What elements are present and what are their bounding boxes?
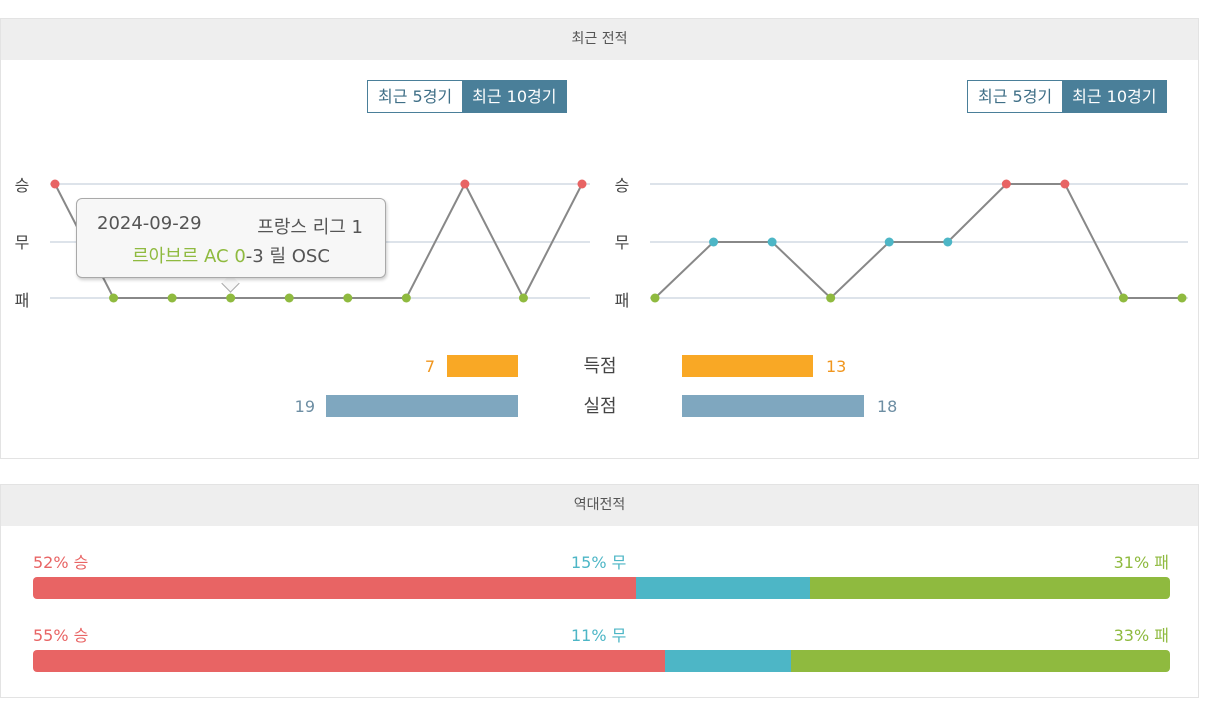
left-ylabel-loss: 패 — [14, 291, 30, 310]
left-form-point-5 — [284, 293, 294, 303]
h2h-row1-loss-segment — [810, 577, 1170, 599]
left-scored-bar — [447, 355, 518, 377]
right-form-point-1 — [650, 293, 660, 303]
left-form-point-10 — [577, 179, 587, 189]
right-form-line — [654, 183, 1182, 300]
head-to-head-title: 역대전적 — [1, 485, 1198, 526]
right-range-tabs: 최근 5경기 최근 10경기 — [967, 80, 1168, 113]
left-tab-last-5[interactable]: 최근 5경기 — [368, 81, 463, 112]
h2h-row1-draw-label: 15% 무 — [571, 553, 627, 572]
h2h-row2-bar — [33, 650, 1170, 672]
left-ylabel-draw: 무 — [14, 233, 30, 252]
right-ylabel-loss: 패 — [614, 291, 630, 310]
right-form-point-9 — [1118, 293, 1128, 303]
h2h-row1-bar — [33, 577, 1170, 599]
h2h-row1-loss-label: 31% 패 — [1113, 553, 1169, 572]
left-conceded-value: 19 — [294, 397, 315, 416]
left-form-point-6 — [343, 293, 353, 303]
right-form-point-10 — [1177, 293, 1187, 303]
right-form-point-7 — [1001, 179, 1011, 189]
scored-label: 득점 — [583, 356, 617, 377]
right-form-point-2 — [709, 237, 719, 247]
right-conceded-value: 18 — [877, 397, 898, 416]
tooltip-league: 프랑스 리그 1 — [257, 217, 363, 238]
right-form-point-3 — [767, 237, 777, 247]
left-form-point-3 — [167, 293, 177, 303]
right-form-point-8 — [1060, 179, 1070, 189]
right-conceded-bar — [682, 395, 864, 417]
match-tooltip: 2024-09-29 프랑스 리그 1 르아브르 AC 0-3 릴 OSC — [76, 198, 386, 278]
right-form-point-6 — [943, 237, 953, 247]
left-form-point-8 — [460, 179, 470, 189]
right-ylabel-draw: 무 — [614, 233, 630, 252]
left-form-point-7 — [401, 293, 411, 303]
recent-form-title: 최근 전적 — [1, 19, 1198, 60]
left-ylabel-win: 승 — [14, 176, 30, 195]
left-form-point-1 — [50, 179, 60, 189]
tooltip-match: 르아브르 AC 0-3 릴 OSC — [77, 242, 385, 268]
left-form-point-2 — [109, 293, 119, 303]
left-tab-last-10[interactable]: 최근 10경기 — [462, 81, 567, 112]
right-scored-value: 13 — [826, 357, 847, 376]
h2h-row1-win-segment — [33, 577, 637, 599]
tooltip-date: 2024-09-29 — [97, 213, 202, 234]
h2h-row2-win-label: 55% 승 — [33, 626, 89, 645]
right-form-point-5 — [884, 237, 894, 247]
h2h-row2-draw-segment — [664, 650, 791, 672]
left-form-point-4 — [226, 293, 236, 303]
right-scored-bar — [682, 355, 813, 377]
left-range-tabs: 최근 5경기 최근 10경기 — [367, 80, 568, 113]
h2h-row2-draw-label: 11% 무 — [571, 626, 627, 645]
conceded-label: 실점 — [583, 396, 617, 417]
left-form-line — [54, 181, 583, 301]
right-tab-last-5[interactable]: 최근 5경기 — [968, 81, 1063, 112]
right-form-point-4 — [826, 293, 836, 303]
tooltip-score-suffix: -3 릴 OSC — [245, 246, 330, 267]
right-tab-last-10[interactable]: 최근 10경기 — [1062, 81, 1167, 112]
h2h-row2-loss-segment — [791, 650, 1170, 672]
h2h-row1-win-label: 52% 승 — [33, 553, 89, 572]
left-scored-value: 7 — [424, 357, 435, 376]
left-form-point-9 — [518, 293, 528, 303]
h2h-row1-draw-segment — [636, 577, 811, 599]
tooltip-score-prefix: AC 0 — [204, 246, 246, 267]
tooltip-home-team: 르아브르 — [132, 246, 199, 267]
h2h-row2-win-segment — [33, 650, 665, 672]
h2h-row2-loss-label: 33% 패 — [1113, 626, 1169, 645]
left-conceded-bar — [326, 395, 518, 417]
right-ylabel-win: 승 — [614, 176, 630, 195]
